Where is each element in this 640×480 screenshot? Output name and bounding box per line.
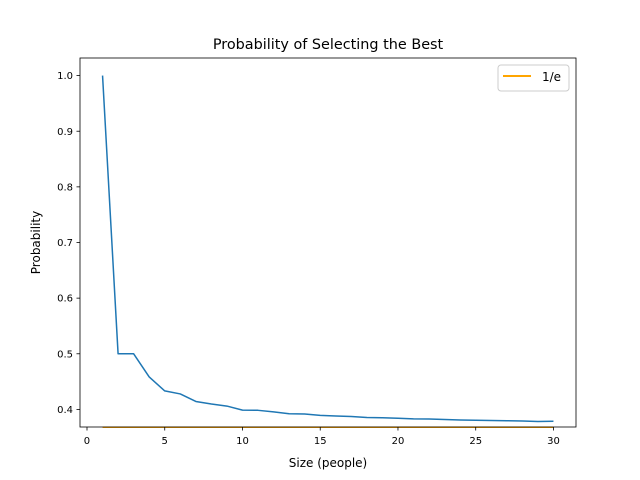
x-tick-label: 25 — [469, 436, 482, 447]
legend: 1/e — [497, 64, 570, 92]
y-tick-label: 0.4 — [57, 405, 73, 416]
x-axis-label: Size (people) — [289, 456, 368, 470]
y-tick-label: 1.0 — [57, 71, 73, 82]
legend-box — [497, 64, 570, 92]
x-tick-label: 5 — [162, 436, 168, 447]
x-tick-label: 30 — [547, 436, 560, 447]
y-tick-label: 0.5 — [57, 349, 73, 360]
axes-frame — [79, 57, 577, 428]
y-axis: 0.4 0.5 0.6 0.7 0.8 0.9 1.0 — [57, 71, 80, 416]
x-tick-label: 20 — [392, 436, 405, 447]
y-tick-label: 0.9 — [57, 127, 73, 138]
x-tick-label: 15 — [314, 436, 327, 447]
y-tick-label: 0.7 — [57, 238, 73, 249]
x-tick-label: 10 — [236, 436, 249, 447]
legend-label-1-over-e: 1/e — [542, 70, 561, 84]
series-line-1 — [101, 75, 554, 423]
plot-area — [101, 75, 554, 429]
y-axis-label: Probability — [29, 211, 43, 274]
x-tick-label: 0 — [84, 436, 90, 447]
y-tick-label: 0.8 — [57, 182, 73, 193]
y-tick-label: 0.6 — [57, 294, 73, 305]
chart-title: Probability of Selecting the Best — [213, 37, 444, 53]
x-axis: 0 5 10 15 20 25 30 — [84, 427, 560, 447]
